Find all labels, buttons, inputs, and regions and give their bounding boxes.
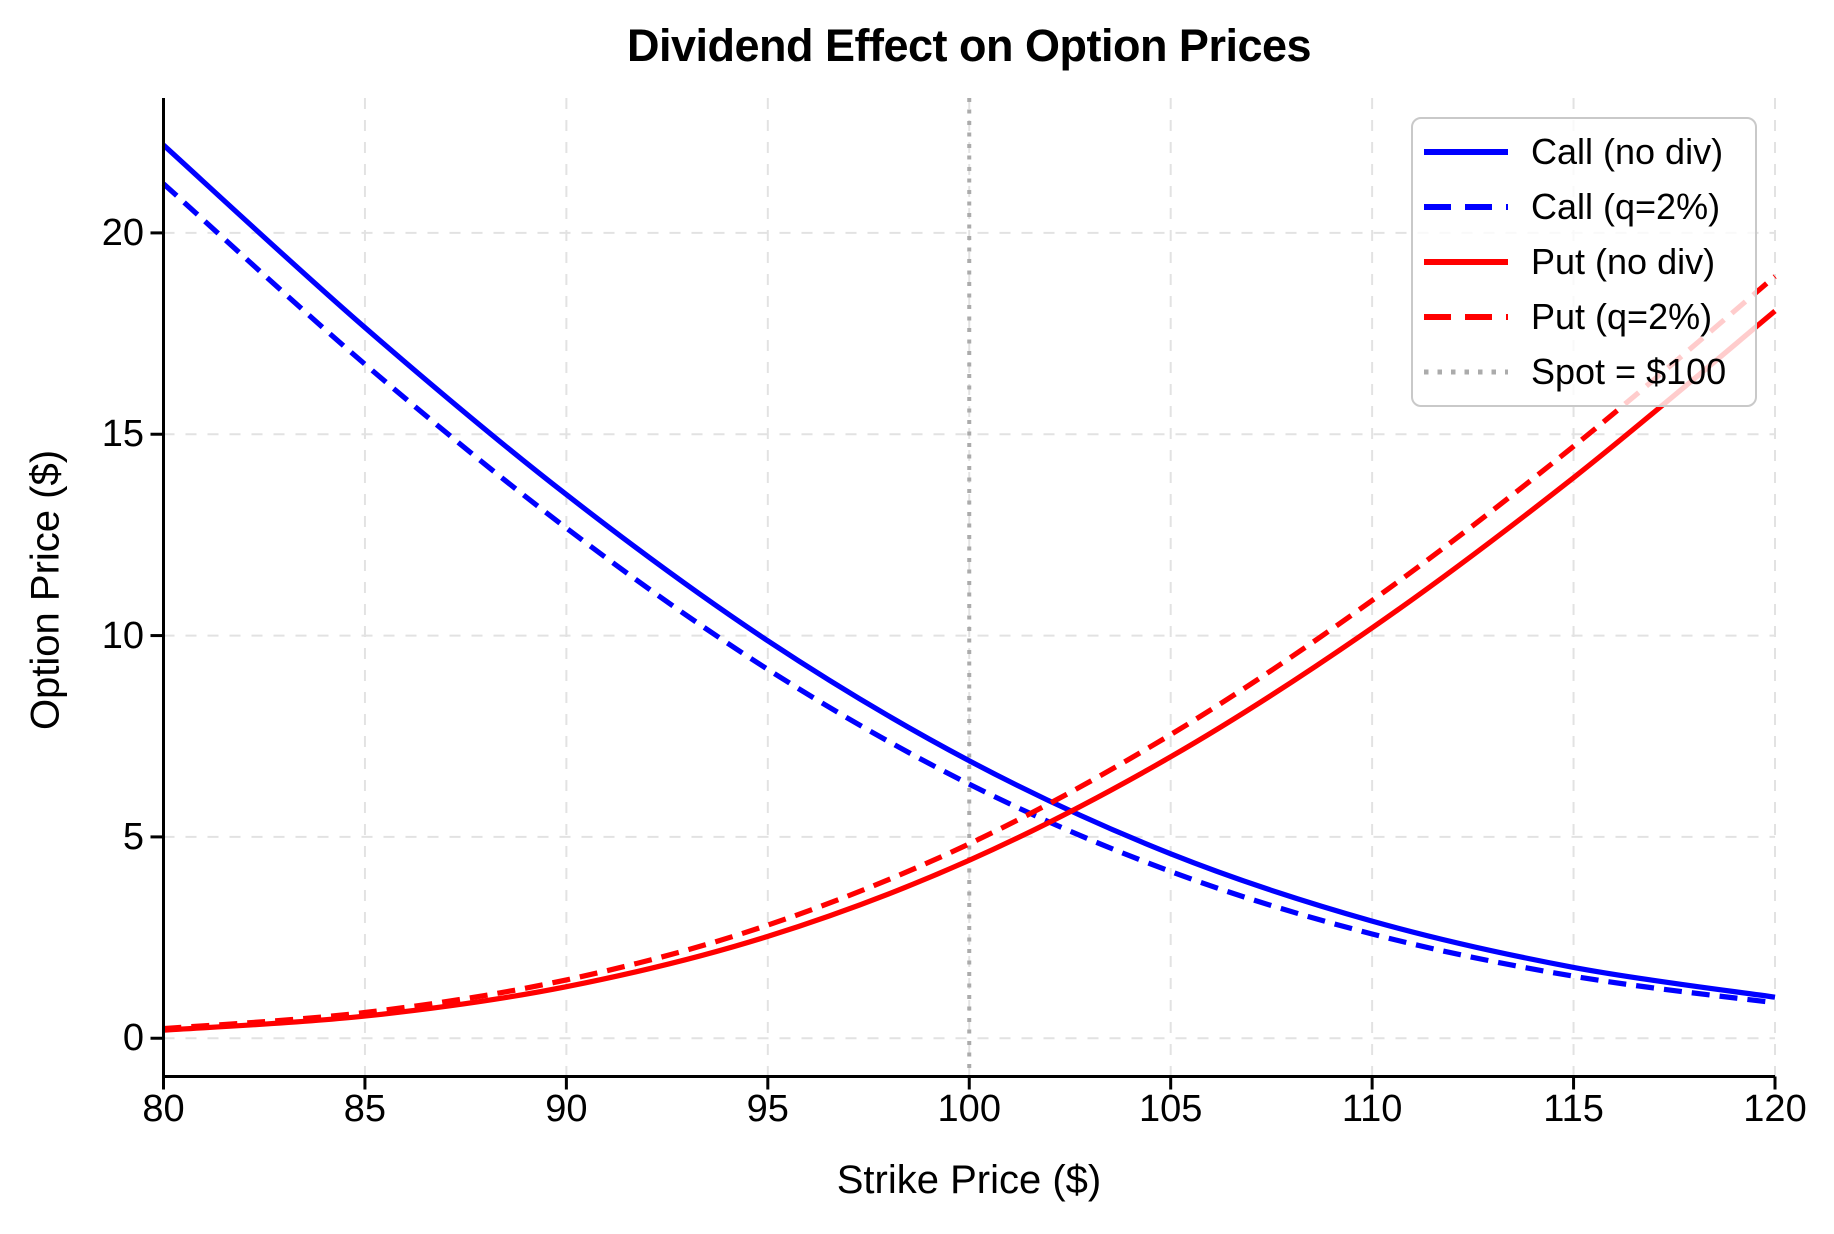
legend-label: Call (q=2%) bbox=[1531, 186, 1721, 228]
x-tick-label: 95 bbox=[746, 1088, 789, 1130]
y-tick-label: 0 bbox=[122, 1017, 144, 1060]
legend-label: Put (q=2%) bbox=[1531, 295, 1713, 337]
legend-item-call-q2: Call (q=2%) bbox=[1423, 181, 1755, 233]
x-tick-label: 105 bbox=[1138, 1088, 1203, 1130]
x-tick-label: 80 bbox=[142, 1088, 185, 1130]
curve-put-no-div bbox=[163, 308, 1777, 1033]
legend-item-put-no-div: Put (no div) bbox=[1423, 236, 1755, 288]
curve-call-no-div bbox=[161, 143, 1776, 1000]
x-tick-label: 120 bbox=[1743, 1088, 1807, 1130]
y-tick-label: 5 bbox=[122, 815, 144, 858]
x-tick-label: 90 bbox=[545, 1088, 588, 1130]
legend-label: Call (no div) bbox=[1531, 131, 1724, 173]
x-tick-label: 115 bbox=[1543, 1088, 1604, 1130]
x-tick-label: 110 bbox=[1341, 1088, 1403, 1130]
legend-swatch-put-no-div bbox=[1424, 258, 1508, 265]
chart-title: Dividend Effect on Option Prices bbox=[626, 20, 1312, 71]
curve-put-q-2 bbox=[163, 274, 1777, 1032]
x-tick-label: 100 bbox=[937, 1088, 1001, 1130]
legend-swatch-put-q2 bbox=[1424, 313, 1508, 320]
legend-item-spot-line: Spot = $100 bbox=[1423, 346, 1755, 398]
x-tick-label: 85 bbox=[343, 1088, 387, 1130]
legend-label: Put (no div) bbox=[1531, 240, 1716, 282]
legend-swatch-call-no-div bbox=[1424, 149, 1508, 156]
legend-label: Spot = $100 bbox=[1531, 350, 1727, 392]
legend-swatch-spot-line bbox=[1424, 369, 1508, 375]
x-axis-label: Strike Price ($) bbox=[836, 1158, 1102, 1202]
legend: Call (no div) Call (q=2%) Put (no div) P… bbox=[1411, 117, 1757, 407]
y-tick-label: 15 bbox=[101, 413, 144, 456]
y-tick-label: 20 bbox=[101, 211, 144, 254]
legend-item-call-no-div: Call (no div) bbox=[1423, 126, 1755, 178]
y-tick-label: 10 bbox=[101, 614, 144, 657]
y-axis-label: Option Price ($) bbox=[23, 449, 68, 731]
legend-swatch-call-q2 bbox=[1424, 204, 1508, 211]
legend-item-put-q2: Put (q=2%) bbox=[1423, 291, 1755, 343]
